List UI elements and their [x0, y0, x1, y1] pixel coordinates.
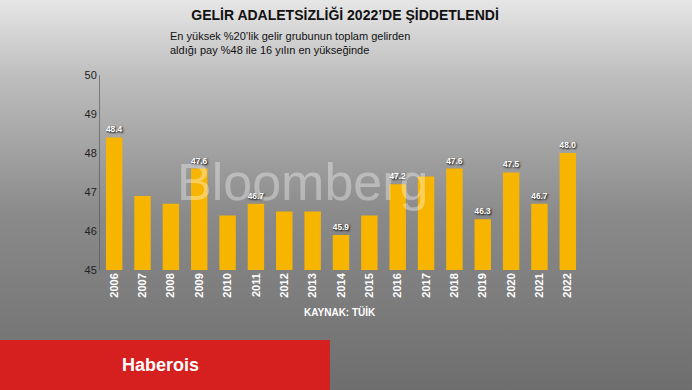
- svg-text:45.9: 45.9: [333, 222, 350, 232]
- svg-text:48.4: 48.4: [106, 124, 123, 134]
- svg-text:2007: 2007: [136, 273, 148, 297]
- svg-text:KAYNAK: TÜİK: KAYNAK: TÜİK: [304, 306, 376, 318]
- svg-text:2013: 2013: [306, 273, 318, 297]
- svg-text:47.6: 47.6: [191, 156, 208, 166]
- svg-text:GELİR ADALETSİZLİĞİ 2022’DE Şİ: GELİR ADALETSİZLİĞİ 2022’DE ŞİDDETLENDİ: [191, 6, 499, 23]
- svg-text:2015: 2015: [363, 273, 375, 297]
- svg-text:47: 47: [85, 186, 97, 198]
- svg-text:47.5: 47.5: [503, 159, 520, 169]
- svg-text:49: 49: [85, 108, 97, 120]
- svg-text:Haberois: Haberois: [122, 355, 199, 375]
- svg-text:2012: 2012: [278, 273, 290, 297]
- svg-text:2021: 2021: [533, 273, 545, 297]
- svg-text:46.7: 46.7: [531, 191, 548, 201]
- svg-text:48.0: 48.0: [560, 140, 577, 150]
- svg-text:2010: 2010: [221, 273, 233, 297]
- svg-text:48: 48: [85, 147, 97, 159]
- svg-text:2016: 2016: [391, 273, 403, 297]
- svg-text:2019: 2019: [476, 273, 488, 297]
- svg-text:En yüksek %20’lik gelir grubun: En yüksek %20’lik gelir grubunun toplam …: [170, 30, 410, 56]
- svg-text:45: 45: [85, 264, 97, 276]
- svg-text:2011: 2011: [250, 273, 262, 297]
- svg-text:46: 46: [85, 225, 97, 237]
- svg-text:2006: 2006: [108, 273, 120, 297]
- svg-text:2022: 2022: [561, 273, 573, 297]
- svg-text:2020: 2020: [505, 273, 517, 297]
- svg-text:Bloomberg: Bloomberg: [177, 153, 428, 211]
- svg-text:46.7: 46.7: [248, 191, 265, 201]
- svg-text:47.6: 47.6: [446, 156, 463, 166]
- svg-text:2008: 2008: [164, 273, 176, 297]
- svg-text:47.2: 47.2: [389, 171, 406, 181]
- svg-text:2009: 2009: [193, 273, 205, 297]
- svg-text:2017: 2017: [420, 273, 432, 297]
- svg-text:46.3: 46.3: [475, 206, 492, 216]
- svg-text:2014: 2014: [335, 272, 347, 297]
- svg-text:50: 50: [85, 69, 97, 81]
- svg-text:2018: 2018: [448, 273, 460, 297]
